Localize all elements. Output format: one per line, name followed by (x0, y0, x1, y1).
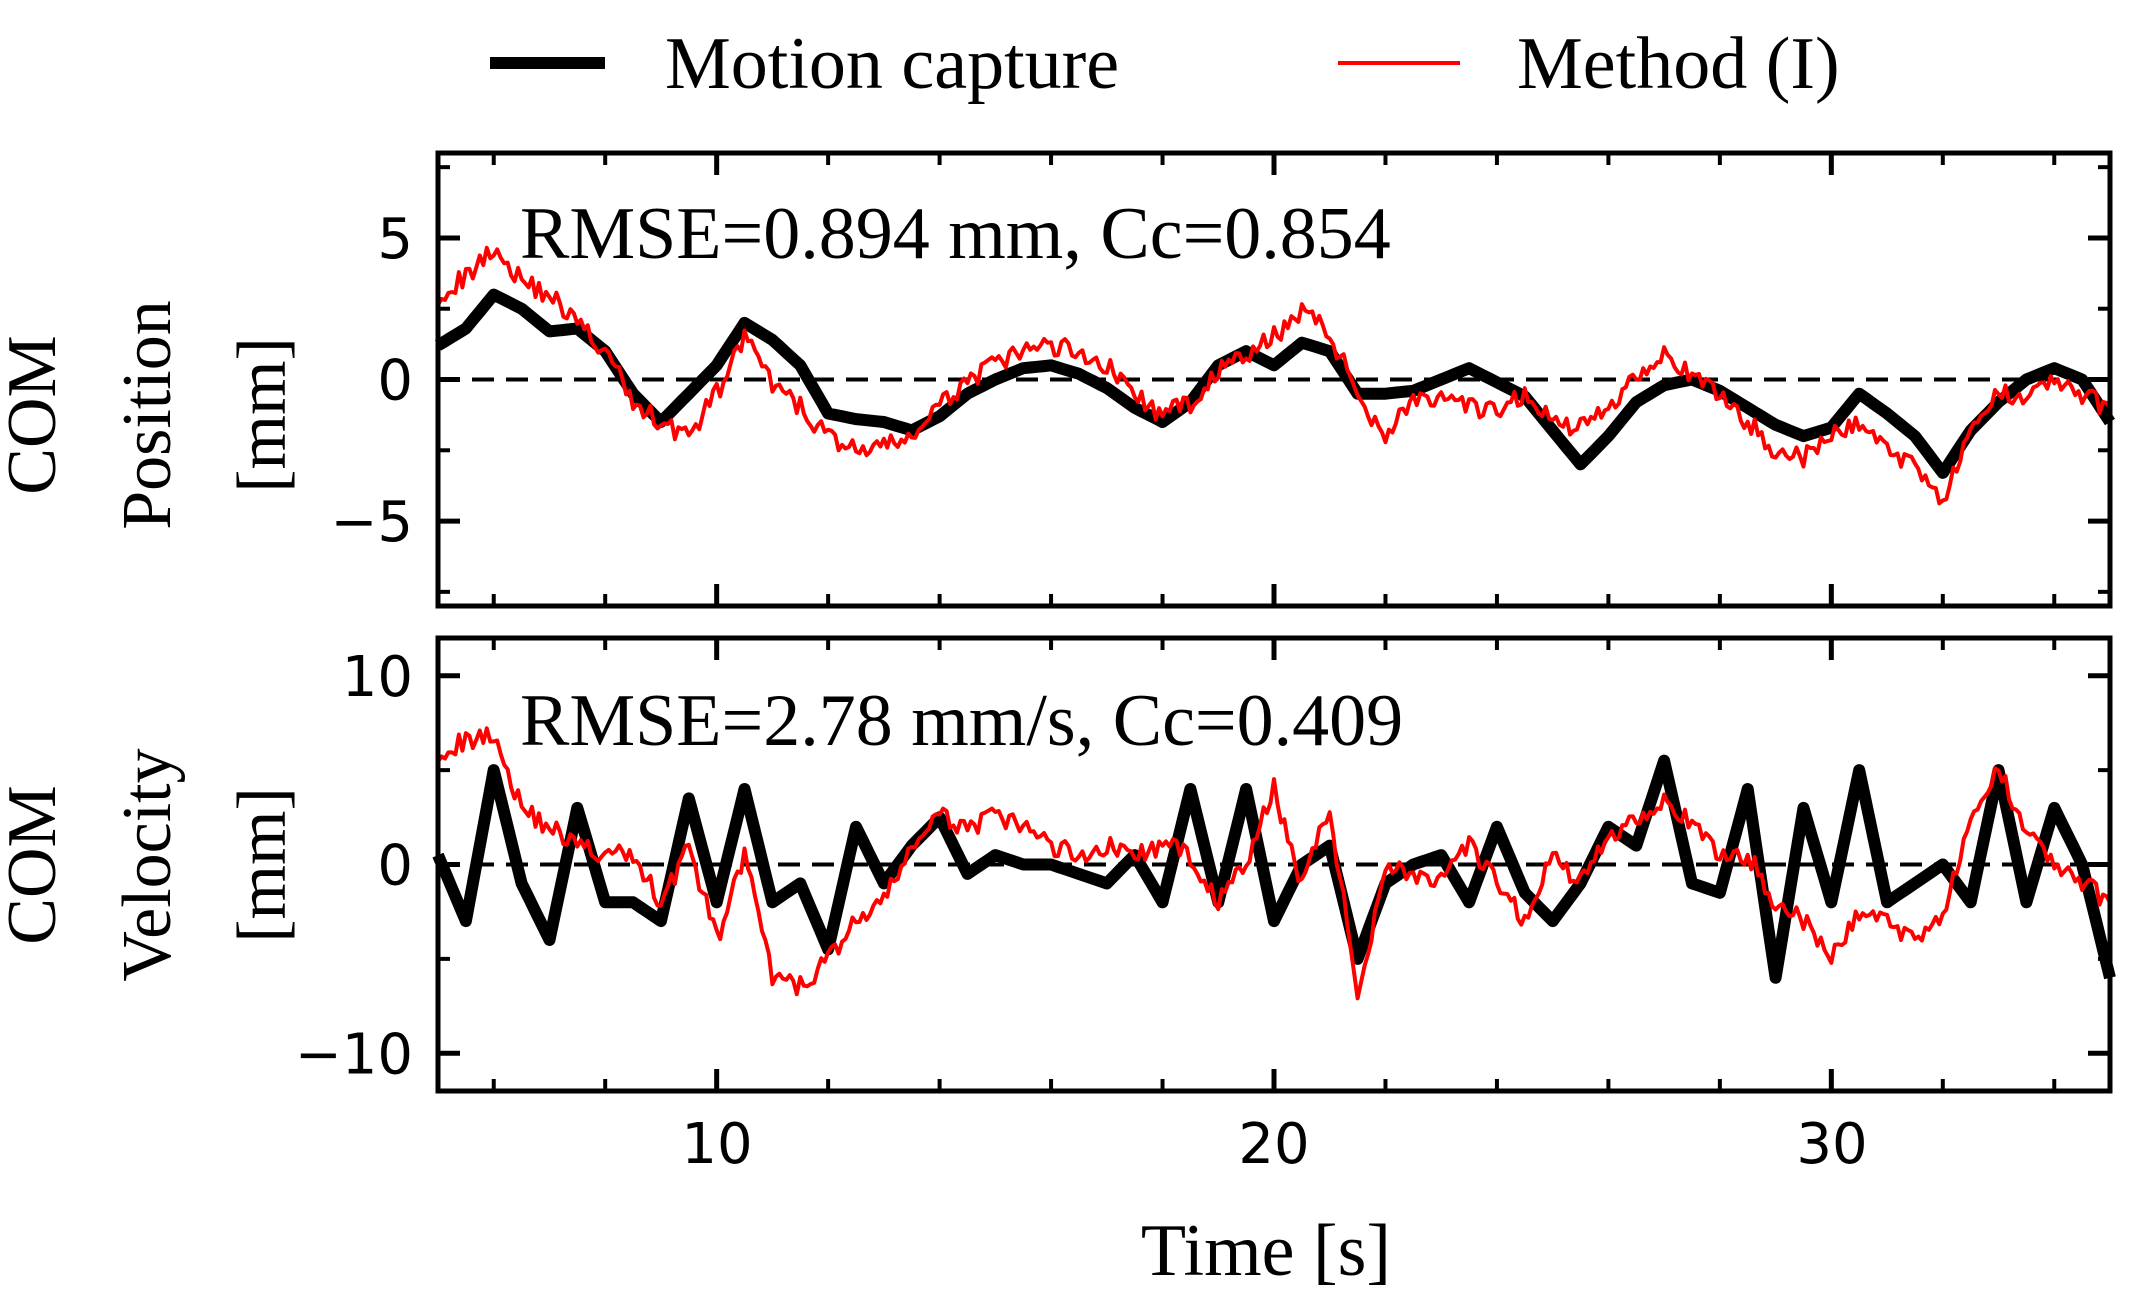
legend-label-motion-capture: Motion capture (665, 23, 1119, 105)
position-plot-frame (435, 150, 2113, 609)
velocity-y-ticks: 10 0 −10 (295, 645, 2110, 1087)
velocity-plot-frame (435, 635, 2113, 1094)
position-y-tick-label: 5 (377, 207, 413, 272)
position-y-label-line-3: [mm] (224, 337, 301, 493)
x-tick-label-20: 20 (1238, 1112, 1309, 1177)
velocity-y-tick-label: 10 (342, 645, 413, 710)
position-y-label: COM Position [mm] (0, 300, 301, 530)
velocity-y-tick-label: 0 (377, 834, 413, 899)
velocity-annotation: RMSE=2.78 mm/s, Cc=0.409 (520, 680, 1403, 762)
position-x-ticks (491, 153, 2057, 606)
velocity-series-motion-capture (432, 754, 2116, 984)
position-series-method-i (436, 245, 2112, 506)
velocity-series-method-i (436, 726, 2112, 1001)
position-y-ticks: 5 0 −5 (330, 165, 2110, 594)
velocity-y-label-line-3: [mm] (224, 787, 301, 943)
x-axis-label: Time [s] (1141, 1210, 1391, 1292)
legend-label-method-i: Method (I) (1517, 23, 1840, 105)
position-series-motion-capture (434, 288, 2116, 479)
velocity-panel: COM Velocity [mm] 10 0 −10 RMSE=2.78 mm/s,… (0, 635, 2116, 1094)
x-tick-label-10: 10 (681, 1112, 752, 1177)
position-annotation: RMSE=0.894 mm, Cc=0.854 (520, 193, 1391, 275)
position-y-tick-label: −5 (330, 490, 413, 555)
x-axis: 10 20 30 Time [s] (681, 1112, 1867, 1292)
velocity-y-tick-label: −10 (295, 1022, 413, 1087)
velocity-y-label: COM Velocity [mm] (0, 748, 301, 981)
position-y-label-line-2: Position (109, 300, 186, 530)
position-panel: COM Position [mm] 5 0 −5 RMSE=0.894 mm, Cc… (0, 150, 2116, 609)
velocity-y-label-line-2: Velocity (109, 748, 186, 981)
position-y-label-line-1: COM (0, 335, 71, 494)
x-tick-label-30: 30 (1796, 1112, 1867, 1177)
legend: Motion capture Method (I) (490, 23, 1840, 105)
velocity-y-label-line-1: COM (0, 785, 71, 944)
position-y-tick-label: 0 (377, 349, 413, 414)
